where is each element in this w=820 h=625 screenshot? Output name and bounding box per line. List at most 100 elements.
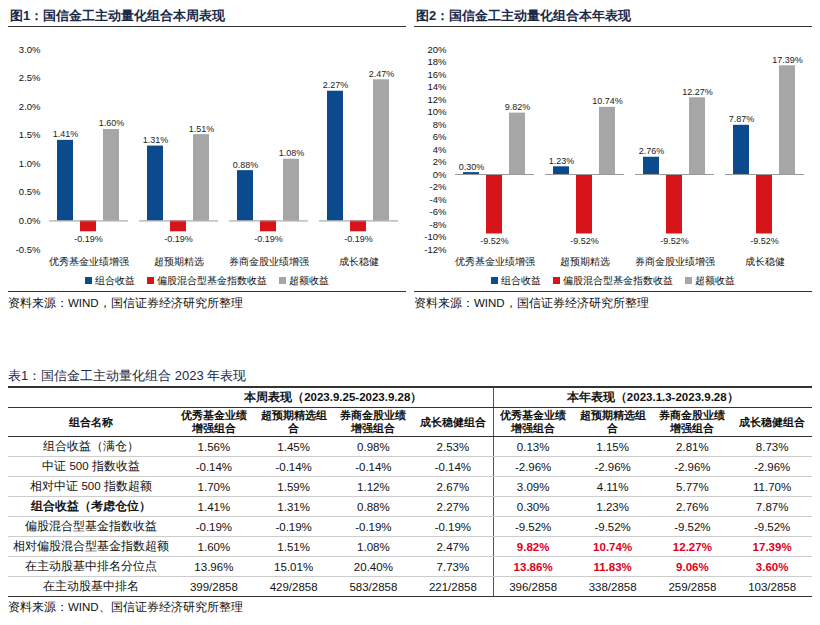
html-text:券商金股业绩增强组合: 券商金股业绩增强组合 <box>340 409 407 434</box>
svg-text:0.30%: 0.30% <box>459 162 485 172</box>
svg-text:-9.52%: -9.52% <box>480 236 509 246</box>
svg-text:0.88%: 0.88% <box>233 160 259 170</box>
svg-text:成长稳健: 成长稳健 <box>339 256 379 267</box>
svg-text:-10%: -10% <box>424 231 447 242</box>
html-text:1.15%: 1.15% <box>596 440 629 453</box>
html-text:成长稳健组合: 成长稳健组合 <box>419 415 486 428</box>
svg-text:10%: 10% <box>427 106 447 117</box>
html-text:0.88%: 0.88% <box>357 500 390 513</box>
svg-text:1.08%: 1.08% <box>279 148 305 158</box>
svg-text:1.0%: 1.0% <box>19 158 41 169</box>
html-text:券商金股业绩增强组合: 券商金股业绩增强组合 <box>659 409 726 434</box>
svg-text:券商金股业绩增强: 券商金股业绩增强 <box>229 256 309 267</box>
html-text:1.70%: 1.70% <box>197 480 231 493</box>
svg-text:16%: 16% <box>427 69 447 80</box>
svg-text:0%: 0% <box>433 169 447 180</box>
svg-text:2.0%: 2.0% <box>19 101 41 112</box>
html-text:1.41%: 1.41% <box>197 500 231 513</box>
svg-text:9.82%: 9.82% <box>505 102 531 112</box>
html-text:11.70%: 11.70% <box>753 480 792 493</box>
svg-text:10.74%: 10.74% <box>592 96 623 106</box>
html-text:优秀基金业绩增强组合: 优秀基金业绩增强组合 <box>500 409 567 434</box>
svg-text:2.76%: 2.76% <box>639 146 665 156</box>
html-text:2.67%: 2.67% <box>436 480 470 493</box>
html-text:2.53%: 2.53% <box>436 440 470 453</box>
svg-text:1.23%: 1.23% <box>549 156 575 166</box>
svg-text:-0.19%: -0.19% <box>344 234 373 244</box>
svg-text:6%: 6% <box>433 131 447 142</box>
svg-text:-0.5%: -0.5% <box>16 244 41 255</box>
svg-text:0.0%: 0.0% <box>19 215 41 226</box>
svg-text:12.27%: 12.27% <box>682 87 713 97</box>
svg-text:1.60%: 1.60% <box>99 118 125 128</box>
html-text:1.59%: 1.59% <box>277 480 310 493</box>
html-text:成长稳健组合: 成长稳健组合 <box>739 415 806 428</box>
html-text:图2：国信金工主动量化组合本年表现: 图2：国信金工主动量化组合本年表现 <box>416 8 632 23</box>
svg-text:18%: 18% <box>427 56 447 67</box>
svg-text:-0.19%: -0.19% <box>254 234 283 244</box>
svg-text:超预期精选: 超预期精选 <box>154 256 204 267</box>
html-text:超预期精选组合: 超预期精选组合 <box>260 409 327 434</box>
html-text:2.81%: 2.81% <box>676 440 709 453</box>
html-text:1.45%: 1.45% <box>277 440 310 453</box>
svg-text:成长稳健: 成长稳健 <box>745 256 785 267</box>
svg-text:7.87%: 7.87% <box>729 114 755 124</box>
html-text:-2.96%: -2.96% <box>514 460 552 473</box>
svg-text:1.51%: 1.51% <box>189 124 215 134</box>
svg-text:-0.19%: -0.19% <box>74 234 103 244</box>
svg-text:-9.52%: -9.52% <box>660 236 689 246</box>
html-text:0.13%: 0.13% <box>516 440 550 453</box>
html-text:组合名称: 组合名称 <box>69 415 113 428</box>
html-text:-0.14%: -0.14% <box>275 460 312 473</box>
html-text:-2.96%: -2.96% <box>674 460 711 473</box>
svg-text:超预期精选: 超预期精选 <box>560 256 610 267</box>
svg-text:券商金股业绩增强: 券商金股业绩增强 <box>635 256 715 267</box>
svg-text:8%: 8% <box>433 119 447 130</box>
html-text:1.12%: 1.12% <box>357 480 390 493</box>
html-text:4.11%: 4.11% <box>596 480 629 493</box>
html-text:2.27%: 2.27% <box>436 500 470 513</box>
html-text:-0.14%: -0.14% <box>195 460 233 473</box>
svg-text:12%: 12% <box>427 94 447 105</box>
html-text:优秀基金业绩增强组合: 优秀基金业绩增强组合 <box>180 409 247 434</box>
svg-text:20%: 20% <box>427 44 447 55</box>
html-text:3.09%: 3.09% <box>516 480 550 493</box>
svg-text:17.39%: 17.39% <box>772 55 803 65</box>
svg-text:-8%: -8% <box>430 219 447 230</box>
svg-text:优秀基金业绩增强: 优秀基金业绩增强 <box>49 256 129 267</box>
svg-text:2%: 2% <box>433 156 447 167</box>
html-text:-2.96%: -2.96% <box>594 460 631 473</box>
svg-text:1.5%: 1.5% <box>19 129 41 140</box>
html-text:图1：国信金工主动量化组合本周表现: 图1：国信金工主动量化组合本周表现 <box>10 8 226 23</box>
html-text:0.98%: 0.98% <box>357 440 390 453</box>
html-text:表1：国信金工主动量化组合 2023 年表现: 表1：国信金工主动量化组合 2023 年表现 <box>8 368 247 383</box>
svg-text:-2%: -2% <box>430 181 447 192</box>
html-text:2.76%: 2.76% <box>676 500 709 513</box>
html-text:1.56%: 1.56% <box>197 440 231 453</box>
html-text:-0.14%: -0.14% <box>434 460 472 473</box>
html-text:8.73%: 8.73% <box>755 440 789 453</box>
svg-text:2.5%: 2.5% <box>19 72 41 83</box>
svg-text:-4%: -4% <box>430 194 447 205</box>
svg-text:2.47%: 2.47% <box>369 69 395 79</box>
svg-text:-0.19%: -0.19% <box>164 234 193 244</box>
html-text:1.31%: 1.31% <box>277 500 310 513</box>
svg-text:1.31%: 1.31% <box>143 135 169 145</box>
svg-text:2.27%: 2.27% <box>323 80 349 90</box>
svg-text:1.41%: 1.41% <box>53 129 79 139</box>
html-text:1.23%: 1.23% <box>596 500 629 513</box>
svg-text:-6%: -6% <box>430 206 447 217</box>
svg-text:14%: 14% <box>427 81 447 92</box>
svg-text:0.5%: 0.5% <box>19 186 41 197</box>
svg-text:优秀基金业绩增强: 优秀基金业绩增强 <box>455 256 535 267</box>
html-text:-0.14%: -0.14% <box>355 460 392 473</box>
html-text:0.30%: 0.30% <box>516 500 550 513</box>
svg-text:-9.52%: -9.52% <box>570 236 599 246</box>
svg-text:4%: 4% <box>433 144 447 155</box>
svg-text:-12%: -12% <box>424 244 447 255</box>
svg-text:3.0%: 3.0% <box>19 44 41 55</box>
svg-text:-9.52%: -9.52% <box>750 236 779 246</box>
html-text:-2.96%: -2.96% <box>753 460 791 473</box>
html-text:5.77%: 5.77% <box>676 480 709 493</box>
html-text:超预期精选组合: 超预期精选组合 <box>579 409 646 434</box>
